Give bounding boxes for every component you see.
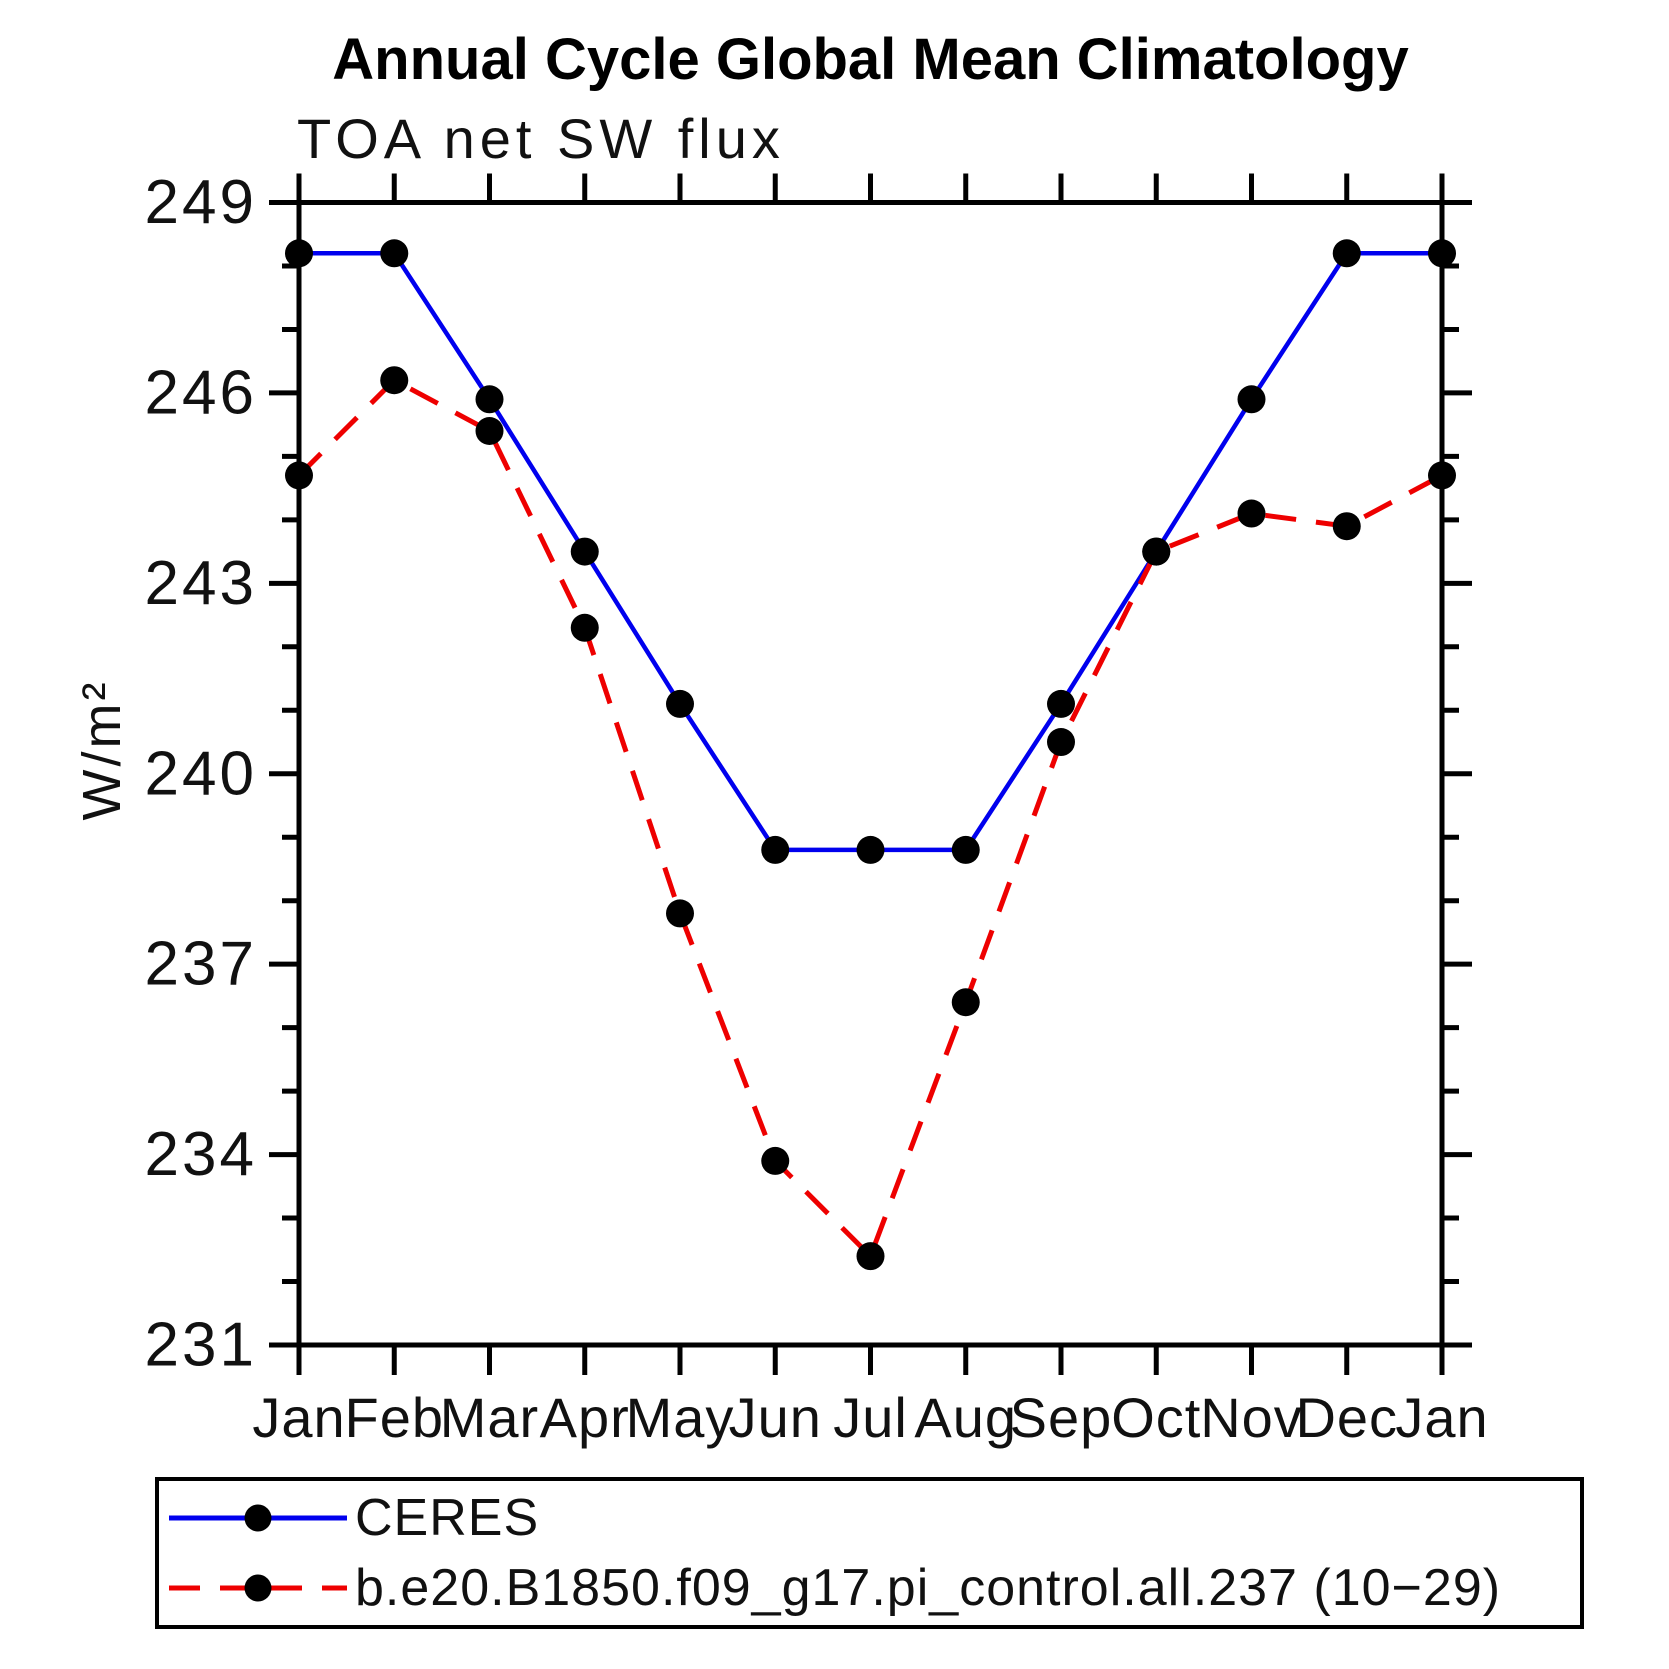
chart-subtitle: TOA net SW flux [297,107,785,170]
data-point-s0-Jul [856,835,885,864]
data-point-s1-Oct [1142,537,1171,566]
legend-label-ceres: CERES [355,1489,540,1547]
data-point-s1-Jan [285,461,313,490]
legend-line-sample-model [169,1574,347,1602]
legend-label-model: b.e20.B1850.f09_g17.pi_control.all.237 (… [355,1559,1502,1617]
x-tick-label: Jul [833,1386,908,1449]
legend-line-sample-ceres [169,1504,347,1532]
data-point-s1-Sep [1047,728,1075,757]
data-point-s1-Jan [1428,461,1456,490]
y-tick-label: 240 [145,739,257,808]
x-tick-label: Dec [1295,1386,1398,1449]
data-point-s1-Jun [761,1146,790,1175]
data-point-s1-May [666,899,694,928]
data-point-s1-Feb [380,366,409,395]
x-tick-label: Oct [1111,1386,1201,1449]
x-tick-label: Jan [252,1386,345,1449]
y-tick-label: 243 [145,549,257,618]
data-point-s0-Feb [380,239,409,268]
x-tick-label: Mar [440,1386,539,1449]
data-point-s1-Aug [951,988,980,1017]
plot-frame [296,200,1445,1348]
y-tick-label: 231 [145,1311,257,1380]
data-point-s0-Dec [1332,239,1361,268]
x-tick-label: Jan [1395,1386,1488,1449]
x-tick-label: Feb [345,1386,445,1449]
y-tick-label: 237 [145,930,257,999]
data-point-s0-Nov [1237,385,1266,414]
x-tick-label: Apr [540,1386,630,1449]
data-point-s0-May [666,689,694,718]
data-point-s1-Mar [475,417,504,445]
data-point-s0-Sep [1047,689,1075,718]
data-point-s0-Jan [1428,239,1456,268]
data-point-s0-Mar [475,385,504,414]
chart-title: Annual Cycle Global Mean Climatology [332,27,1409,92]
data-point-s1-Jul [856,1242,885,1271]
y-tick-label: 249 [145,168,257,237]
legend-row-ceres: CERES [159,1487,1580,1549]
legend-row-model: b.e20.B1850.f09_g17.pi_control.all.237 (… [159,1557,1580,1619]
series-line-1 [297,377,1444,1261]
data-point-s0-Jan [285,239,313,268]
y-tick-label: 234 [145,1120,257,1189]
legend-marker-icon [244,1574,272,1602]
x-tick-label: Nov [1200,1386,1303,1449]
series-line-0 [299,251,1442,853]
y-tick-label: 246 [145,358,257,427]
data-point-s0-Apr [570,537,599,566]
x-tick-label: Sep [1010,1386,1113,1449]
legend: CERES b.e20.B1850.f09_g17.pi_control.all… [155,1477,1584,1629]
x-tick-label: Jun [729,1386,822,1449]
x-tick-label: Aug [914,1386,1017,1449]
data-point-s1-Apr [570,613,599,642]
data-point-s0-Aug [951,835,980,864]
x-tick-label: May [626,1386,735,1449]
legend-marker-icon [244,1504,272,1532]
data-point-s0-Jun [761,835,790,864]
data-point-s1-Nov [1237,499,1266,528]
data-point-s1-Dec [1332,512,1361,541]
